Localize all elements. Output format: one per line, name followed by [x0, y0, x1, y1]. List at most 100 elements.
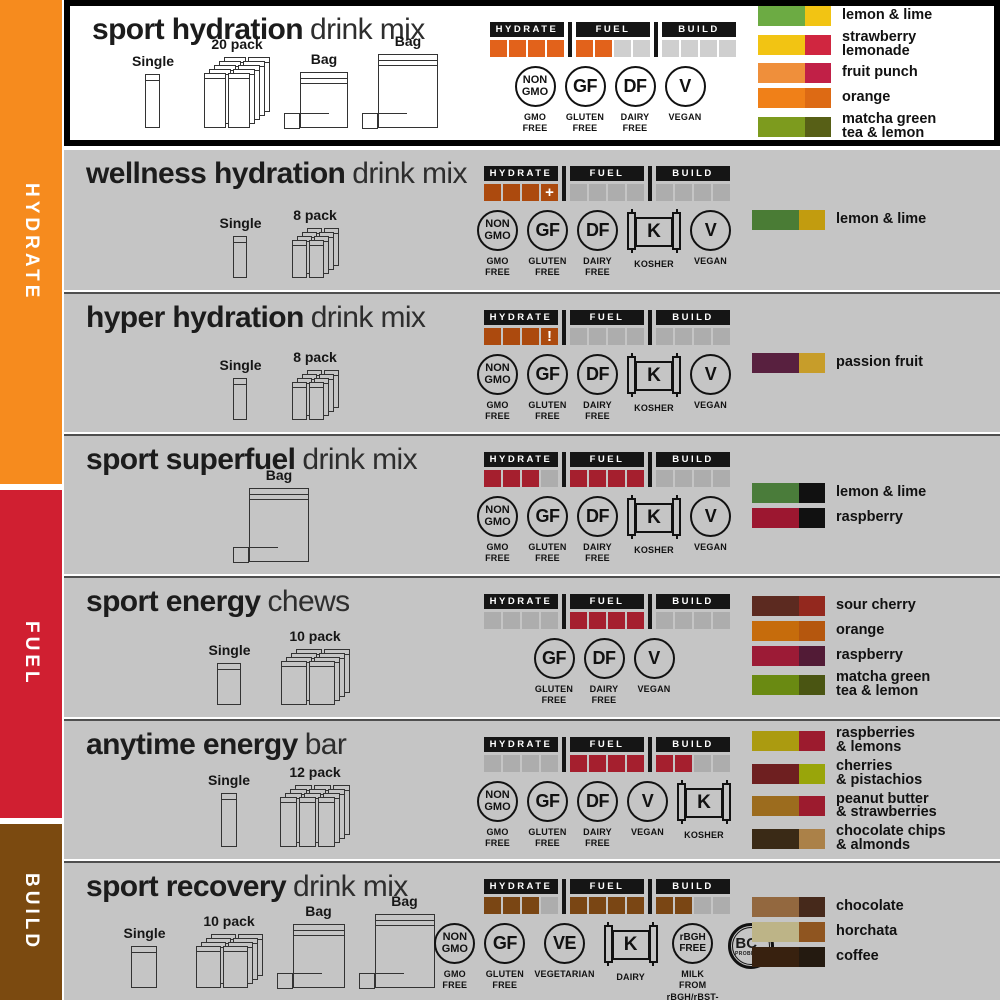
badge-label: VEGAN	[693, 400, 727, 410]
meter-cell-on	[484, 470, 501, 487]
scroll-pole-right	[672, 212, 681, 250]
package-bag: Bag	[233, 467, 309, 563]
package-label: 10 pack	[203, 913, 255, 929]
package-formats: Single 10 pack	[74, 618, 484, 705]
hydrate-fuel-build-meter: HYDRATE + FUEL BUILD	[484, 166, 730, 201]
badge-label: GLUTEN FREE	[528, 827, 567, 849]
package-formats: Single 12 pack	[74, 761, 484, 847]
bag-seal-band	[292, 930, 345, 936]
flavor-swatch	[752, 482, 825, 503]
meter-cell-on	[503, 897, 520, 914]
meter-cells-hydrate	[484, 897, 558, 914]
product-row-wellness-hydration: wellness hydration drink mix Single 8 pack H…	[64, 150, 1000, 290]
kosher-scroll-band: K	[685, 788, 723, 818]
flavor-name: chocolate	[836, 897, 904, 914]
meter-section-hydrate: HYDRATE	[484, 737, 558, 772]
bag-illustration	[362, 54, 438, 129]
badge-circle-icon: VE	[544, 923, 585, 964]
meter-section-build: BUILD	[656, 310, 730, 345]
badge-label: DAIRY FREE	[589, 684, 619, 706]
package-label: Bag	[310, 51, 338, 67]
badge-dairy: DF DAIRY FREE	[577, 781, 618, 850]
dietary-badges: NON GMO GMO FREE GF GLUTEN FREE DF DAIRY FREE…	[454, 496, 754, 565]
badge-label: GLUTEN FREE	[565, 112, 605, 134]
meter-cell-off	[541, 470, 558, 487]
multipack-illustration	[204, 57, 270, 128]
bag-tab	[362, 112, 378, 129]
badge-gluten: GF GLUTEN FREE	[527, 354, 568, 423]
badge-circle-icon: NON GMO	[434, 923, 476, 964]
badge-circle-icon: NON GMO	[477, 781, 518, 822]
product-title-bold: sport hydration	[92, 13, 304, 46]
meter-cell-on	[522, 328, 539, 345]
hydrate-fuel-build-meter: HYDRATE FUEL BUILD	[484, 452, 730, 487]
meter-cells-hydrate	[490, 40, 564, 57]
meter-divider	[654, 22, 658, 57]
meter-cells-fuel	[570, 328, 644, 345]
flavor-item: matcha green tea & lemon	[758, 112, 1000, 140]
badge-vegan: V VEGAN	[664, 66, 706, 123]
meter-header-fuel: FUEL	[570, 594, 644, 609]
package-label: 10 pack	[289, 628, 341, 644]
product-title: anytime energy bar	[86, 728, 347, 762]
scroll-pole-right	[672, 498, 681, 536]
package-label: Single	[219, 215, 262, 231]
meter-section-build: BUILD	[656, 594, 730, 629]
dietary-badges: NON GMO GMO FREE GF GLUTEN FREE DF DAIRY FREE…	[460, 66, 760, 135]
meter-cells-build	[656, 897, 730, 914]
hydrate-fuel-build-meter: HYDRATE! FUEL BUILD	[484, 310, 730, 345]
meter-section-hydrate: HYDRATE	[484, 879, 558, 914]
badge-label: KOSHER	[634, 545, 674, 555]
scroll-pole-right	[672, 356, 681, 394]
bag-illustration	[358, 914, 435, 989]
product-title-bold: wellness hydration	[86, 157, 346, 190]
scroll-pole-right	[648, 925, 658, 963]
flavor-name: raspberry	[836, 508, 903, 525]
flavor-item: fruit punch	[758, 63, 1000, 83]
meter-cell-off	[570, 328, 587, 345]
bag-gusset-line	[291, 973, 322, 974]
meter-header-fuel: FUEL	[576, 22, 650, 37]
flavor-swatch	[758, 63, 831, 83]
package-label: Single	[219, 357, 262, 373]
meter-cells-fuel	[570, 470, 644, 487]
flavor-swatch-right	[799, 828, 825, 849]
badge-dairy: DF DAIRY FREE	[583, 638, 625, 707]
package-bag: Bag	[276, 903, 345, 989]
meter-cell-off	[608, 184, 625, 201]
multipack-packet	[280, 797, 297, 847]
badge-label: GLUTEN FREE	[528, 400, 567, 422]
package-bag: Bag	[358, 893, 435, 989]
badge-gluten: GF GLUTEN FREE	[484, 923, 526, 992]
flavor-swatch	[752, 646, 825, 667]
meter-header-fuel: FUEL	[570, 879, 644, 894]
flavor-item: chocolate	[752, 896, 998, 917]
flavor-swatch-left	[752, 353, 799, 373]
bag-gusset-line	[299, 113, 329, 114]
flavor-swatch-right	[799, 896, 825, 917]
flavor-swatch-left	[752, 763, 799, 784]
meter-cell-off	[694, 328, 711, 345]
meter-cell-off	[627, 184, 644, 201]
badge-dairy: DF DAIRY FREE	[577, 496, 618, 565]
flavor-list: lemon & lime strawberry lemonade fruit pun…	[758, 6, 1000, 140]
badge-label: GLUTEN FREE	[485, 969, 524, 991]
package-label: Bag	[305, 903, 332, 919]
flavor-name: sour cherry	[836, 597, 916, 614]
badge-dairy: DF DAIRY FREE	[577, 354, 618, 423]
badge-label: MILK FROM rBGH/rBST- FREE COWS	[666, 969, 719, 1000]
flavor-swatch-left	[752, 896, 799, 917]
meter-cells-build	[656, 612, 730, 629]
meter-cell-on	[484, 897, 501, 914]
bag-seal-band	[378, 60, 438, 66]
flavor-swatch	[752, 621, 825, 642]
bag-tab	[358, 972, 375, 989]
meter-cells-build	[656, 755, 730, 772]
meter-cells-hydrate: !	[484, 328, 558, 345]
flavor-swatch-right	[805, 63, 831, 83]
flavor-swatch-right	[799, 731, 825, 752]
package-label: Bag	[265, 467, 293, 483]
meter-cell-off	[694, 184, 711, 201]
flavor-swatch-right	[799, 646, 825, 667]
meter-cell-off	[656, 470, 673, 487]
